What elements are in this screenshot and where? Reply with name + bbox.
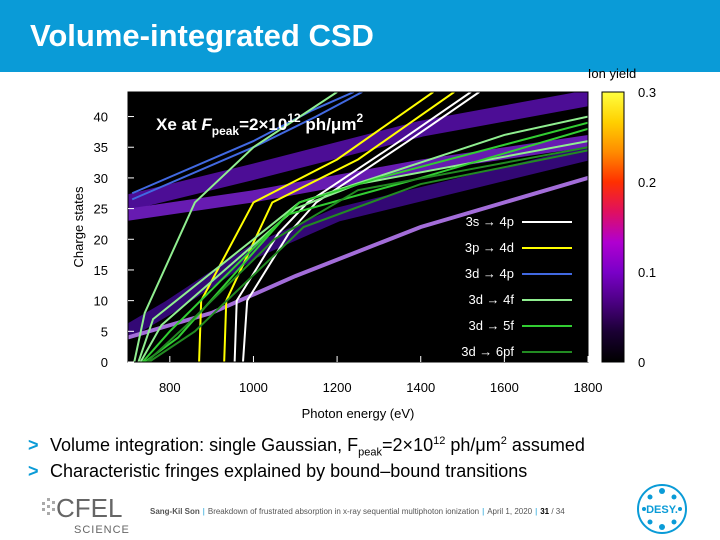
colorbar-tick-label: 0 [638,355,645,370]
heatmap-band [128,175,588,340]
plot-frame [127,91,589,363]
footer: CFEL SCIENCE Sang-Kil Son | Breakdown of f… [0,478,720,540]
y-tick-label: 25 [94,202,108,217]
series-line [148,149,588,362]
series-line [146,146,588,362]
footer-text: Sang-Kil Son | Breakdown of frustrated abs… [150,507,565,516]
footer-page-total: / 34 [551,507,565,516]
y-tick-label: 15 [94,263,108,278]
chart: 0 5 10 15 20 25 30 35 40 800 1000 1200 1400 1600 1800 P… [71,66,656,421]
y-tick-label: 30 [94,171,108,186]
series-line [223,92,455,362]
colorbar [601,91,625,363]
bullet-superscript2: 2 [500,435,507,447]
bullet-list: > Volume integration: single Gaussian, Fp… [28,426,708,486]
bullet-superscript: 12 [433,435,446,447]
x-tick-label: 1600 [490,380,519,395]
x-tick-label: 1000 [239,380,268,395]
footer-speaker: Sang-Kil Son [150,507,200,516]
cfel-logo-subtext: SCIENCE [74,524,130,536]
legend-label: 3s → 4p [466,214,514,229]
colorbar-tick-label: 0.1 [638,265,656,280]
colorbar-tick-label: 0.2 [638,175,656,190]
y-tick-label: 35 [94,140,108,155]
y-tick-label: 0 [101,355,108,370]
x-axis-label: Photon energy (eV) [302,406,415,421]
title-bar: Volume-integrated CSD [0,0,720,72]
bullet-text-mid: =2×10 [382,435,434,455]
x-tick-label: 800 [159,380,181,395]
footer-page-number: 31 [540,507,550,516]
bullet-text-mid2: ph/μm [445,435,501,455]
y-tick-label: 10 [94,294,108,309]
bullet-marker: > [28,435,39,455]
series-line [131,92,355,195]
series-line [242,92,480,362]
bullet-item: > Characteristic fringes explained by bou… [28,456,708,486]
footer-date: April 1, 2020 [487,507,533,516]
chart-annotation: Xe at Fpeak=2×1012 ph/μm2 [156,111,363,138]
colorbar-tick-label: 0.3 [638,85,656,100]
y-axis-label: Charge states [71,186,86,267]
y-tick-label: 20 [94,232,108,247]
slide-title: Volume-integrated CSD [30,18,374,53]
series-line [198,92,434,362]
transition-lines [131,92,588,362]
bullet-subscript: peak [358,446,383,459]
desy-logo-text: DESY. [646,504,678,516]
bullet-marker: > [28,461,39,481]
x-tick-label: 1400 [406,380,435,395]
legend-label: 3d → 6pf [461,344,514,359]
x-tick-label: 1200 [323,380,352,395]
bullet-item: > Volume integration: single Gaussian, Fp… [28,426,708,459]
legend-label: 3p → 4d [465,240,514,255]
series-line [141,121,588,362]
series-line [144,127,588,362]
y-tick-label: 5 [101,324,108,339]
y-tick-label: 40 [94,110,108,125]
legend-label: 3d → 4f [468,292,514,307]
x-tick-label: 1800 [574,380,603,395]
series-line [131,92,363,201]
cfel-logo: CFEL SCIENCE [42,493,130,536]
footer-talk-title: Breakdown of frustrated absorption in x-… [207,507,480,516]
colorbar-label: Ion yield [588,66,636,81]
bullet-text: Characteristic fringes explained by boun… [50,461,528,481]
legend-label: 3d → 4p [465,266,514,281]
bullet-text-tail: assumed [506,435,585,455]
series-line [137,115,588,362]
series-line [233,92,472,362]
series-line [133,92,338,362]
desy-logo: DESY. [637,484,687,534]
heatmap-band [128,92,588,211]
legend-label: 3d → 5f [468,318,514,333]
cfel-logo-text: CFEL [56,493,122,523]
series-line [139,140,588,362]
bullet-text: Volume integration: single Gaussian, F [50,435,359,455]
